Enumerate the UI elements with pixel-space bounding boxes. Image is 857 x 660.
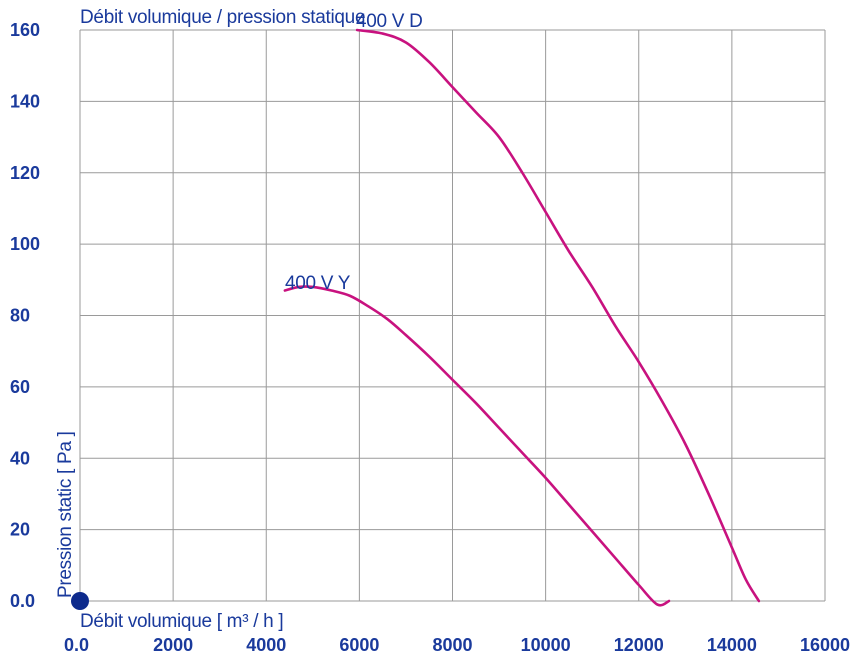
y-tick-label: 0.0 <box>10 591 35 611</box>
tick-label-layer: 0.0 20 40 60 80 100 120 140 160 0.0 2000 4000 6000 80… <box>10 20 850 655</box>
series-line-400vd <box>355 28 761 603</box>
x-tick-label: 10000 <box>521 635 571 655</box>
series-label-layer: 400 V D 400 V Y <box>285 11 423 294</box>
x-tick-label: 14000 <box>707 635 757 655</box>
series-label-400vy: 400 V Y <box>285 273 351 294</box>
series-layer <box>283 28 761 607</box>
x-tick-label: 4000 <box>246 635 286 655</box>
x-axis-label: Débit volumique [ m³ / h ] <box>80 611 283 632</box>
chart-title: Débit volumique / pression statique <box>80 7 365 28</box>
y-tick-label: 100 <box>10 234 40 254</box>
y-tick-label: 140 <box>10 91 40 111</box>
origin-marker <box>71 592 89 610</box>
grid-layer <box>79 29 826 602</box>
x-tick-label: 12000 <box>614 635 664 655</box>
y-tick-label: 20 <box>10 520 30 540</box>
y-tick-label: 60 <box>10 377 30 397</box>
y-tick-label: 40 <box>10 448 30 468</box>
series-line-400vy <box>283 285 671 607</box>
x-tick-label: 16000 <box>800 635 850 655</box>
y-tick-label: 120 <box>10 163 40 183</box>
x-tick-label: 0.0 <box>64 635 89 655</box>
series-label-400vd: 400 V D <box>356 11 423 32</box>
y-tick-label: 80 <box>10 306 30 326</box>
x-tick-label: 6000 <box>339 635 379 655</box>
x-tick-label: 8000 <box>432 635 472 655</box>
x-tick-label: 2000 <box>153 635 193 655</box>
y-axis-label: Pression static [ Pa ] <box>55 431 76 598</box>
y-tick-label: 160 <box>10 20 40 40</box>
